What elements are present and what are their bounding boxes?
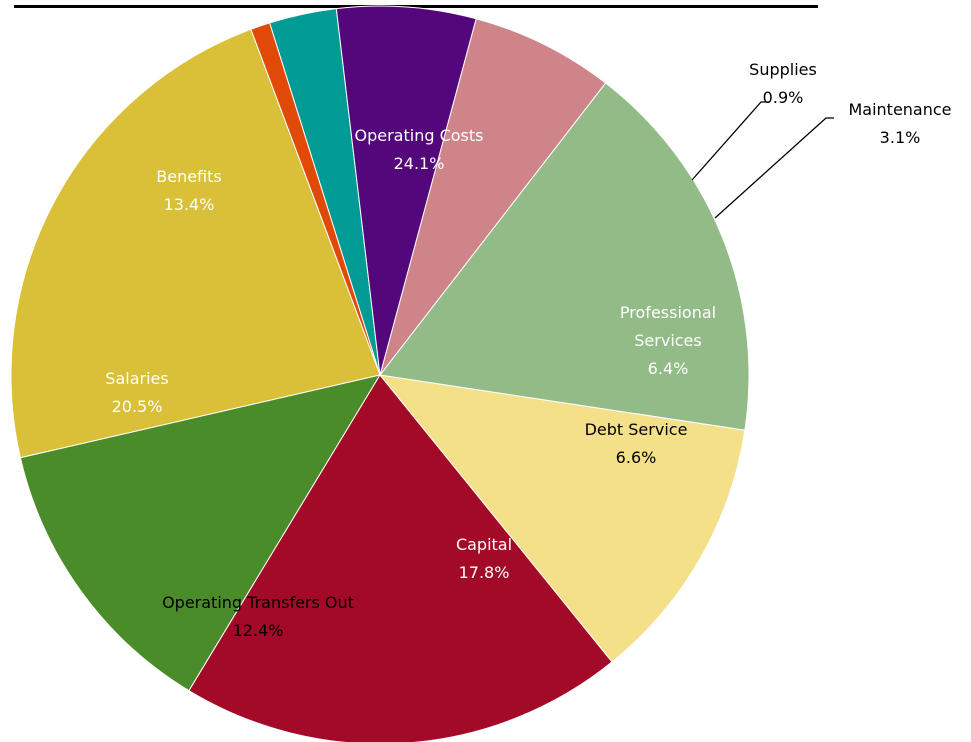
value-label-salaries: 20.5% — [112, 397, 163, 416]
value-label-capital: 17.8% — [459, 563, 510, 582]
slice-label-benefits: Benefits — [156, 167, 222, 186]
value-label-operating-costs: 24.1% — [394, 154, 445, 173]
slice-label-maintenance: Maintenance — [848, 100, 951, 119]
slice-labels: Maintenance 3.1% Supplies 0.9% Operating Cos… — [105, 60, 951, 640]
slice-label-professional-services: Services — [634, 331, 701, 350]
slice-salaries — [188, 374, 613, 742]
value-label-benefits: 13.4% — [164, 195, 215, 214]
slice-label-capital: Capital — [456, 535, 512, 554]
value-label-professional-services: 6.4% — [648, 359, 689, 378]
slice-debt-service — [379, 18, 607, 376]
leader-line-supplies — [691, 101, 769, 181]
leader-line-maintenance — [714, 117, 834, 219]
slice-operating-costs — [10, 28, 381, 459]
slice-label-debt-service: Debt Service — [585, 420, 688, 439]
value-label-maintenance: 3.1% — [880, 128, 921, 147]
slice-label-operating-costs: Operating Costs — [355, 126, 484, 145]
slice-label-professional-services: Professional — [620, 303, 716, 322]
title-underline — [14, 5, 818, 8]
value-label-debt-service: 6.6% — [616, 448, 657, 467]
value-label-operating-transfers-out: 12.4% — [233, 621, 284, 640]
slice-label-operating-transfers-out: Operating Transfers Out — [162, 593, 354, 612]
slice-benefits — [19, 374, 382, 692]
slice-capital — [379, 82, 750, 431]
slice-label-salaries: Salaries — [105, 369, 168, 388]
leader-lines — [691, 101, 834, 219]
value-label-supplies: 0.9% — [763, 88, 804, 107]
pie-slices — [10, 5, 750, 742]
slice-label-supplies: Supplies — [749, 60, 817, 79]
slice-professional-services — [335, 5, 477, 376]
slice-operating-transfers-out — [378, 374, 746, 663]
